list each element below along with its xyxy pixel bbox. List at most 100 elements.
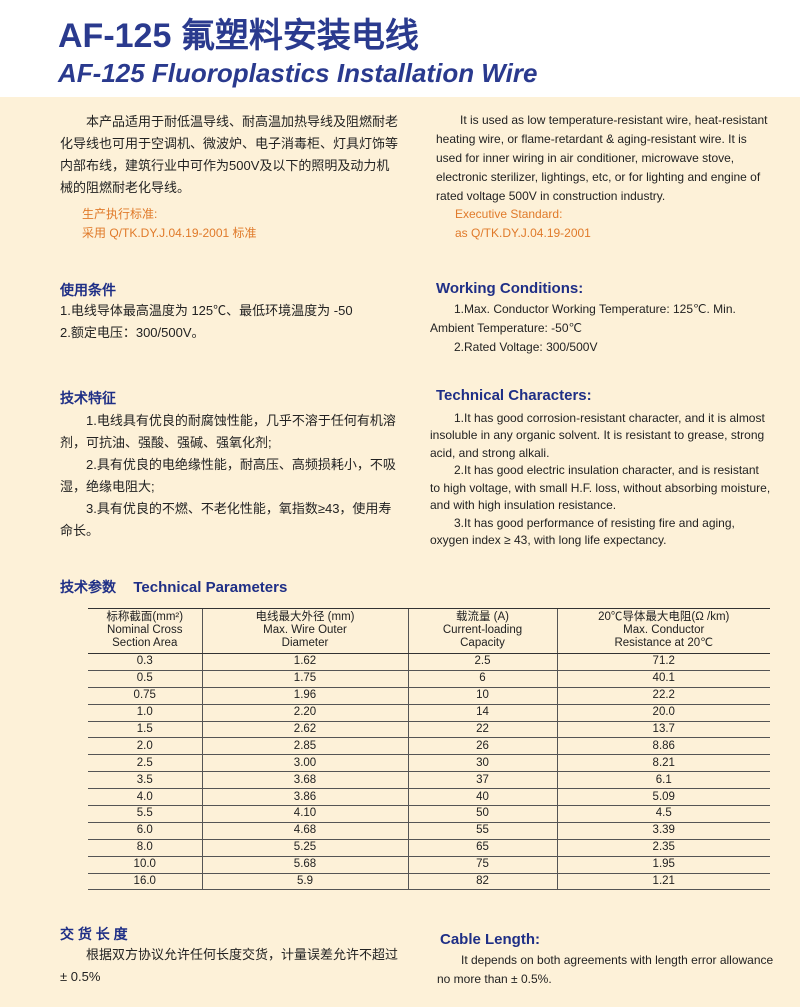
header-line: 20℃导体最大电阻(Ω /km) (598, 611, 730, 623)
table-cell: 0.5 (88, 670, 202, 688)
table-cell: 82 (407, 873, 557, 891)
table-cell: 26 (407, 737, 557, 756)
title-zh: AF-125 氟塑料安装电线 (58, 17, 419, 55)
characters-zh: 技术特征 1.电线具有优良的耐腐蚀性能，几乎不溶于任何有机溶剂，可抗油、强酸、强… (60, 389, 398, 542)
section-heading: 交 货 长 度 (60, 926, 128, 942)
table-row: 3.5 3.68 37 6.1 (88, 771, 770, 790)
intro-en: It is used as low temperature-resistant … (436, 113, 768, 203)
header-line: Diameter (281, 637, 329, 649)
table-row: 1.0 2.20 14 20.0 (88, 704, 770, 722)
header-line: 电线最大外径 (mm) (255, 611, 355, 623)
table-cell: 6.0 (88, 822, 202, 840)
list-item: 2.Rated Voltage: 300/500V (454, 340, 598, 354)
table-cell: 50 (407, 805, 557, 823)
length-text: 根据双方协议允许任何长度交货，计量误差允许不超过 ± 0.5% (60, 947, 399, 984)
table-cell: 2.35 (556, 839, 770, 857)
table-cell: 4.0 (88, 788, 202, 807)
table-cell: 75 (407, 856, 557, 874)
table-cell: 65 (407, 839, 557, 857)
table-cell: 3.86 (201, 788, 408, 807)
standard-zh: 生产执行标准: 采用 Q/TK.DY.J.04.19-2001 标准 (82, 205, 257, 243)
table-row: 5.5 4.10 50 4.5 (88, 805, 770, 823)
header-line: 载流量 (A) (455, 611, 510, 623)
table-cell: 10 (407, 687, 557, 705)
table-row: 4.0 3.86 40 5.09 (88, 788, 770, 807)
table-cell: 3.5 (88, 771, 202, 790)
table-cell: 14 (407, 704, 557, 722)
table-row: 0.75 1.96 10 22.2 (88, 687, 770, 705)
length-en: Cable Length: It depends on both agreeme… (437, 930, 777, 989)
header-band: AF-125 氟塑料安装电线 AF-125 Fluoroplastics Ins… (0, 0, 800, 97)
table-cell: 2.5 (407, 653, 557, 671)
table-cell: 40.1 (556, 670, 770, 688)
list-item: 2.It has good electric insulation charac… (430, 463, 771, 512)
table-row: 0.5 1.75 6 40.1 (88, 670, 770, 688)
header-line: 标称截面(mm²) (106, 611, 184, 623)
params-heading-en: Technical Parameters (133, 579, 288, 596)
table-row: 2.0 2.85 26 8.86 (88, 737, 770, 756)
column-header: 20℃导体最大电阻(Ω /km) Max. Conductor Resistance… (556, 608, 770, 654)
table-cell: 1.0 (88, 704, 202, 722)
list-item: 2.具有优良的电绝缘性能，耐高压、高频损耗小，不吸湿，绝缘电阻大; (60, 457, 396, 494)
table-cell: 1.21 (556, 873, 770, 891)
table-cell: 3.68 (201, 771, 408, 790)
header-line: Resistance at 20℃ (614, 637, 714, 649)
list-item: 1.It has good corrosion-resistant charac… (430, 410, 765, 460)
table-row: 10.0 5.68 75 1.95 (88, 856, 770, 874)
header-line: Nominal Cross (107, 624, 183, 636)
table-cell: 8.86 (556, 737, 770, 756)
table-cell: 40 (407, 788, 557, 807)
length-text: It depends on both agreements with lengt… (437, 953, 774, 986)
list-item: 1.电线具有优良的耐腐蚀性能，几乎不溶于任何有机溶剂，可抗油、强酸、强碱、强氧化… (60, 413, 396, 450)
table-cell: 10.0 (88, 856, 202, 874)
table-cell: 5.09 (556, 788, 770, 807)
header-line: Current-loading (442, 624, 523, 636)
params-heading-zh: 技术参数 (60, 579, 116, 595)
table-row: 0.3 1.62 2.5 71.2 (88, 653, 770, 671)
table-cell: 2.0 (88, 737, 202, 756)
table-cell: 1.96 (201, 687, 408, 705)
params-heading: 技术参数 Technical Parameters (60, 578, 287, 598)
table-cell: 8.21 (556, 754, 770, 773)
length-zh: 交 货 长 度 根据双方协议允许任何长度交货，计量误差允许不超过 ± 0.5% (60, 925, 400, 988)
table-cell: 1.75 (201, 670, 408, 688)
table-cell: 2.85 (201, 737, 408, 756)
intro-zh: 本产品适用于耐低温导线、耐高温加热导线及阻燃耐老化导线也可用于空调机、微波炉、电… (60, 114, 399, 195)
header-line: Capacity (460, 637, 505, 649)
table-cell: 5.5 (88, 805, 202, 823)
header-line: Max. Wire Outer (263, 624, 347, 636)
table-cell: 22 (407, 721, 557, 739)
header-line: Max. Conductor (623, 624, 705, 636)
table-cell: 0.3 (88, 653, 202, 671)
table-cell: 13.7 (556, 721, 770, 739)
list-item: 2.额定电压：300/500V。 (60, 325, 205, 340)
section-heading: Working Conditions: (436, 280, 584, 297)
table-cell: 22.2 (556, 687, 770, 705)
table-cell: 30 (407, 754, 557, 773)
table-cell: 8.0 (88, 839, 202, 857)
table-cell: 1.5 (88, 721, 202, 739)
standard-label: Executive Standard: (455, 207, 563, 221)
table-cell: 37 (407, 771, 557, 790)
column-header: 载流量 (A) Current-loading Capacity (407, 608, 557, 654)
conditions-en: Working Conditions: 1.Max. Conductor Wor… (430, 279, 772, 357)
list-item: 3.It has good performance of resisting f… (430, 515, 735, 548)
section-heading: 使用条件 (60, 282, 116, 298)
characters-en: Technical Characters: 1.It has good corr… (430, 387, 772, 550)
header-line: Section Area (112, 637, 178, 649)
conditions-zh: 使用条件 1.电线导体最高温度为 125℃、最低环境温度为 -50 2.额定电压… (60, 281, 400, 344)
section-heading: 技术特征 (60, 390, 116, 406)
table-cell: 16.0 (88, 873, 202, 891)
table-row: 16.0 5.9 82 1.21 (88, 873, 770, 891)
table-row: 1.5 2.62 22 13.7 (88, 721, 770, 739)
table-cell: 3.39 (556, 822, 770, 840)
table-cell: 1.62 (201, 653, 408, 671)
table-cell: 2.5 (88, 754, 202, 773)
table-cell: 2.20 (201, 704, 408, 722)
table-cell: 5.68 (201, 856, 408, 874)
table-cell: 20.0 (556, 704, 770, 722)
table-row: 6.0 4.68 55 3.39 (88, 822, 770, 840)
list-item: 1.电线导体最高温度为 125℃、最低环境温度为 -50 (60, 303, 353, 318)
table-cell: 4.5 (556, 805, 770, 823)
table-cell: 55 (407, 822, 557, 840)
